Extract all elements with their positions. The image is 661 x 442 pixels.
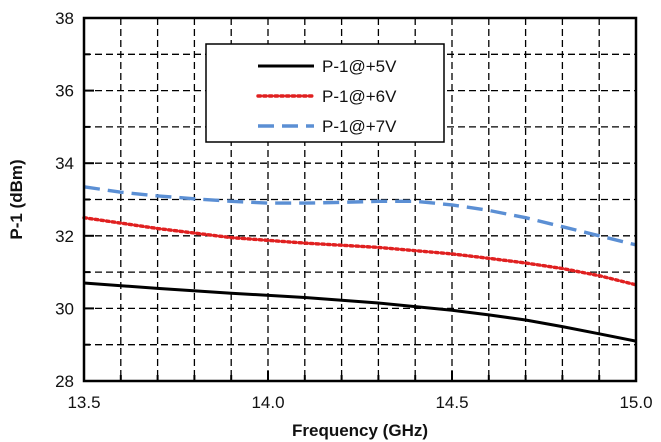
x-tick-label: 14.0: [251, 393, 284, 412]
y-axis-tick-labels: 28 30 32 34 36 38: [55, 9, 74, 391]
y-tick-label: 32: [55, 227, 74, 246]
legend: P-1@+5V P-1@+6V P-1@+7V: [205, 43, 445, 143]
x-axis-title: Frequency (GHz): [292, 421, 428, 440]
series-line: [82, 216, 638, 287]
x-tick-label: 14.5: [435, 393, 468, 412]
legend-label: P-1@+6V: [322, 87, 397, 106]
y-tick-label: 38: [55, 9, 74, 28]
legend-label: P-1@+7V: [322, 117, 397, 136]
series-lines: [82, 185, 638, 343]
y-tick-label: 34: [55, 154, 74, 173]
axis-ticks: [83, 17, 637, 382]
legend-label: P-1@+5V: [322, 57, 397, 76]
legend-items: P-1@+5V P-1@+6V P-1@+7V: [256, 57, 397, 136]
y-axis-title: P-1 (dBm): [7, 159, 26, 239]
y-tick-label: 28: [55, 372, 74, 391]
series-line: [83, 281, 637, 343]
x-tick-label: 13.5: [67, 393, 100, 412]
y-tick-label: 30: [55, 299, 74, 318]
series-line: [83, 185, 637, 247]
y-tick-label: 36: [55, 82, 74, 101]
x-tick-label: 15.0: [619, 393, 652, 412]
x-axis-tick-labels: 13.5 14.0 14.5 15.0: [67, 393, 652, 412]
legend-box: [205, 43, 445, 143]
